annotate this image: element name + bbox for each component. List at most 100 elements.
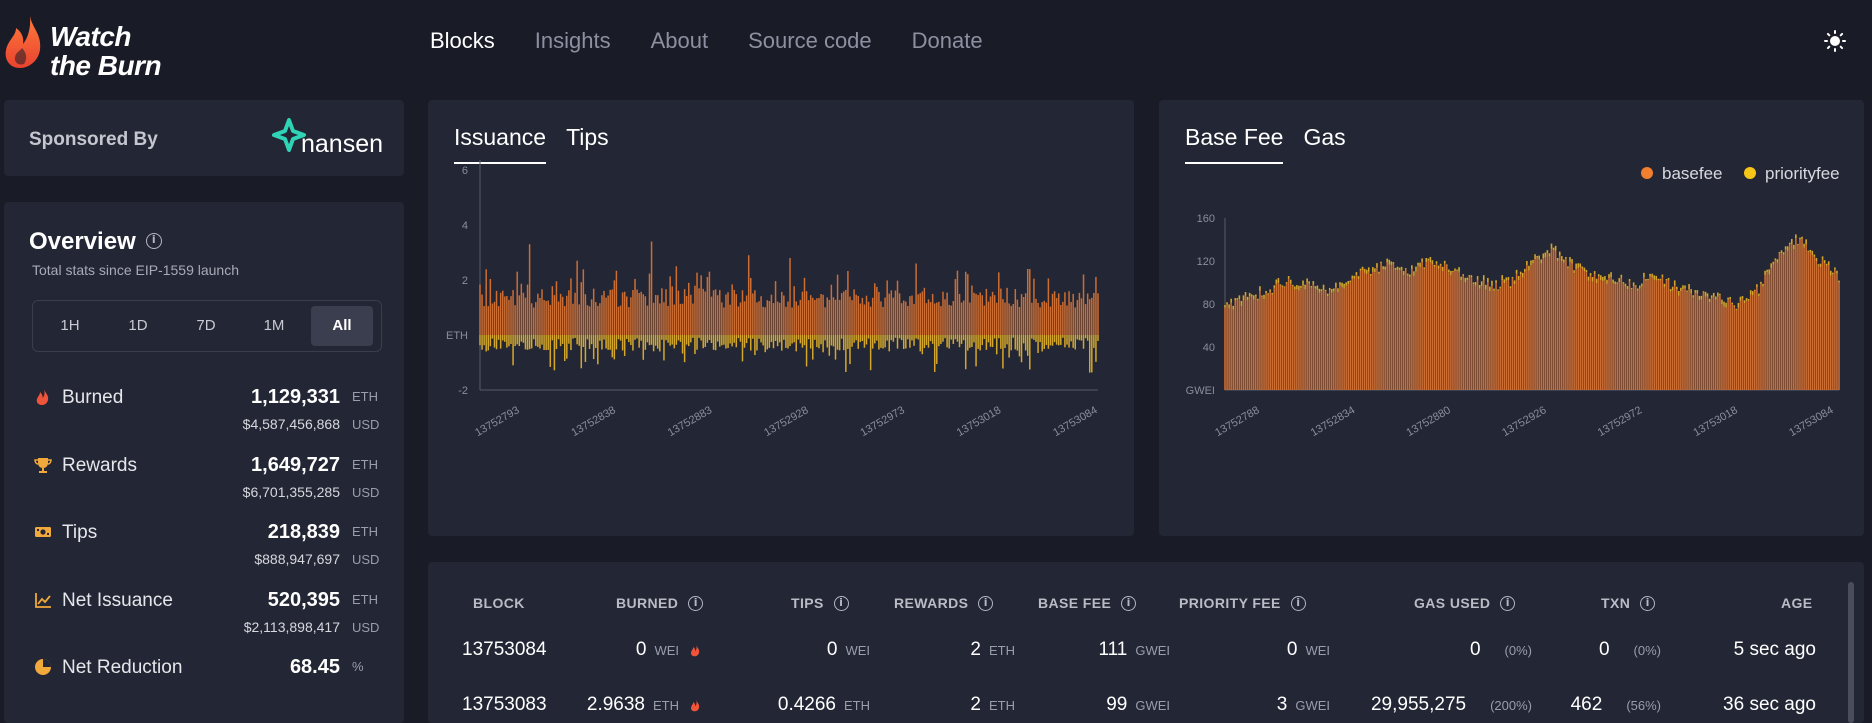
timeframe-1d[interactable]: 1D	[128, 317, 148, 334]
issuance-chart-tabs: Issuance Tips	[454, 124, 629, 164]
info-icon[interactable]	[833, 595, 849, 611]
col-tips: TIPS	[791, 595, 849, 611]
timeframe-7d[interactable]: 7D	[196, 317, 216, 334]
tab-gas[interactable]: Gas	[1303, 124, 1346, 150]
info-icon[interactable]	[1290, 595, 1306, 611]
x-tick-label: 13752834	[1309, 404, 1357, 439]
x-tick-label: 13753084	[1051, 404, 1099, 439]
y-tick-label: ETH	[446, 330, 468, 342]
x-tick-label: 13752973	[858, 404, 906, 439]
y-tick-label: 160	[1197, 213, 1215, 225]
cash-icon	[35, 527, 51, 537]
stat-usd-unit: USD	[352, 620, 380, 635]
tab-base-fee[interactable]: Base Fee	[1185, 124, 1284, 164]
stat-unit: ETH	[352, 457, 378, 472]
sponsor-label: Sponsored By	[29, 129, 158, 150]
stat-net-reduction: Net Reduction 68.45 %	[32, 656, 382, 712]
stat-label: Burned	[62, 387, 124, 408]
col-rewards: REWARDS	[894, 595, 994, 611]
cell-age: 36 sec ago	[1723, 694, 1816, 715]
col-txn: TXN	[1601, 595, 1656, 611]
timeframe-1h[interactable]: 1H	[60, 317, 80, 334]
x-tick-label: 13752793	[473, 404, 521, 439]
col-burned: BURNED	[616, 595, 704, 611]
nav-about[interactable]: About	[650, 28, 709, 53]
stat-label: Net Issuance	[62, 590, 173, 611]
cell-age: 5 sec ago	[1733, 639, 1816, 660]
y-tick-label: 2	[462, 275, 468, 287]
cell-tips: 0 WEI	[826, 639, 870, 660]
cell-block[interactable]: 13753083	[462, 694, 547, 715]
issuance-chart[interactable]: 6 4 2 ETH -2 13752793 13752838 13752883 13752928…	[428, 100, 1134, 536]
tab-tips[interactable]: Tips	[566, 124, 609, 150]
x-tick-label: 13752972	[1596, 404, 1644, 439]
col-gas-used: GAS USED	[1414, 595, 1516, 611]
stat-value: 68.45	[289, 656, 340, 678]
x-tick-label: 13752883	[666, 404, 714, 439]
x-tick-label: 13753018	[955, 404, 1003, 439]
tab-issuance[interactable]: Issuance	[454, 124, 547, 164]
y-tick-label: 4	[462, 220, 468, 232]
y-tick-label: -2	[458, 385, 468, 397]
basefee-chart-panel: Base Fee Gas 160 120 80 40 GWEI basefee priori…	[1159, 100, 1864, 536]
nav-donate[interactable]: Donate	[911, 28, 983, 53]
legend-basefee-label: basefee	[1662, 164, 1723, 183]
stat-value: 1,649,727	[251, 454, 340, 476]
nansen-wordmark: nansen	[301, 130, 384, 158]
sun-icon[interactable]	[1824, 30, 1846, 52]
stat-value: 520,395	[267, 589, 340, 611]
nav-source-code[interactable]: Source code	[748, 28, 872, 53]
cell-priority-fee: 3 GWEI	[1276, 694, 1330, 715]
legend-priorityfee-label: priorityfee	[1765, 164, 1840, 183]
flame-icon	[690, 699, 700, 711]
info-icon[interactable]	[1121, 595, 1137, 611]
cell-base-fee: 99 GWEI	[1106, 694, 1170, 715]
y-tick-label: 80	[1203, 299, 1215, 311]
legend-priorityfee-swatch	[1744, 167, 1756, 179]
trophy-icon	[34, 458, 52, 473]
stat-value: 1,129,331	[251, 386, 340, 408]
info-icon[interactable]	[1500, 595, 1516, 611]
overview-title: Overview	[29, 228, 162, 256]
stat-tips: Tips 218,839 ETH $888,947,697 USD	[32, 521, 382, 577]
main-nav: Blocks Insights About Source code Donate	[430, 28, 1023, 54]
y-tick-label: GWEI	[1186, 385, 1215, 397]
legend-basefee-swatch	[1641, 167, 1653, 179]
timeframe-all[interactable]: All	[311, 306, 373, 346]
stat-usd: $4,587,456,868	[242, 416, 340, 432]
x-tick-label: 13752788	[1213, 404, 1261, 439]
nansen-logo[interactable]: nansen	[272, 118, 392, 160]
y-tick-label: 6	[462, 165, 468, 177]
issuance-chart-panel: Issuance Tips 6 4 2 ETH -2 13752793 13752838 13…	[428, 100, 1134, 536]
cell-burned: 2.9638 ETH	[587, 694, 702, 716]
timeframe-1m[interactable]: 1M	[263, 317, 285, 334]
scrollbar[interactable]	[1848, 582, 1854, 723]
logo[interactable]: Watch the Burn	[4, 12, 179, 80]
stat-unit: %	[352, 659, 364, 674]
cell-block[interactable]: 13753084	[462, 639, 547, 660]
overview-panel: Overview Total stats since EIP-1559 laun…	[4, 202, 404, 723]
logo-text: Watch the Burn	[50, 21, 162, 81]
cell-txn: 0 (0%)	[1598, 639, 1661, 660]
info-icon[interactable]	[688, 595, 704, 611]
col-block: BLOCK	[473, 595, 525, 611]
cell-gas-used: 29,955,275 (200%)	[1370, 694, 1532, 715]
pie-icon	[35, 659, 51, 675]
info-icon[interactable]	[1640, 595, 1656, 611]
cell-rewards: 2 ETH	[970, 639, 1015, 660]
stat-usd: $6,701,355,285	[242, 484, 340, 500]
trend-chart-icon	[35, 593, 51, 608]
sponsor-panel: Sponsored By nansen	[4, 100, 404, 176]
stat-usd-unit: USD	[352, 417, 380, 432]
x-tick-label: 13753084	[1787, 404, 1835, 439]
stat-value: 218,839	[267, 521, 340, 543]
info-icon[interactable]	[145, 232, 162, 249]
y-tick-label: 120	[1197, 256, 1215, 268]
x-tick-label: 13752928	[762, 404, 810, 439]
basefee-chart[interactable]: 160 120 80 40 GWEI basefee priorityfee 13752788…	[1159, 100, 1864, 536]
nav-blocks[interactable]: Blocks	[430, 28, 495, 53]
stat-unit: ETH	[352, 592, 378, 607]
info-icon[interactable]	[978, 595, 994, 611]
cell-priority-fee: 0 WEI	[1286, 639, 1330, 660]
nav-insights[interactable]: Insights	[534, 28, 611, 53]
